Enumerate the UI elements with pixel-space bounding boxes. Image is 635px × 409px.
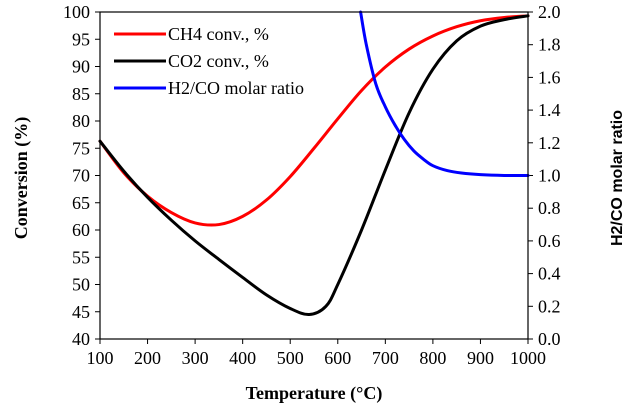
y2-tick-label: 0.4 [538,264,561,284]
y-tick-label: 85 [72,84,90,104]
x-tick-label: 400 [229,348,256,368]
y2-tick-label: 0.0 [538,329,561,349]
x-tick-label: 700 [372,348,399,368]
y2-tick-label: 1.8 [538,35,561,55]
y-tick-label: 60 [72,220,90,240]
series-line-ch4-conversion [98,14,530,227]
series-line-co2-conversion [98,14,530,316]
y-tick-label: 80 [72,111,90,131]
y2-tick-label: 1.0 [538,166,561,186]
x-tick-label: 900 [467,348,494,368]
y-tick-label: 75 [72,138,90,158]
y2-tick-label: 1.2 [538,133,561,153]
y2-tick-label: 1.4 [538,100,561,120]
x-tick-label: 1000 [510,348,546,368]
x-axis-title: Temperature (°C) [246,383,383,404]
y2-tick-label: 0.2 [538,296,561,316]
y-tick-label: 50 [72,275,90,295]
series-layer [98,10,530,316]
series-line-h2-co-ratio [359,10,530,178]
y2-axis-title: H2/CO molar ratio [609,110,626,246]
ticks-layer: 100 200 300 400 500 600 700 800 900 1000 40 45 50 55 6… [63,2,561,368]
y-tick-label: 45 [72,302,90,322]
x-tick-label: 100 [87,348,114,368]
x-tick-label: 600 [324,348,351,368]
x-tick-label: 500 [277,348,304,368]
x-tick-label: 200 [134,348,161,368]
y-tick-label: 65 [72,193,90,213]
y-tick-label: 90 [72,57,90,77]
legend-label-ch4: CH4 conv., % [168,24,269,44]
y-tick-label: 100 [63,2,90,22]
y-tick-label: 55 [72,247,90,267]
y-tick-label: 95 [72,29,90,49]
y2-tick-label: 2.0 [538,2,561,22]
y-tick-label: 40 [72,329,90,349]
legend-label-co2: CO2 conv., % [168,51,269,71]
x-tick-label: 300 [182,348,209,368]
x-tick-label: 800 [419,348,446,368]
y2-tick-label: 0.6 [538,231,561,251]
y-tick-label: 70 [72,166,90,186]
y-axis-title: Conversion (%) [11,117,32,240]
legend: CH4 conv., % CO2 conv., % H2/CO molar ra… [114,24,304,98]
y2-tick-label: 0.8 [538,198,561,218]
y2-tick-label: 1.6 [538,67,561,87]
plot-frame [99,11,529,340]
legend-label-h2co: H2/CO molar ratio [168,78,304,98]
